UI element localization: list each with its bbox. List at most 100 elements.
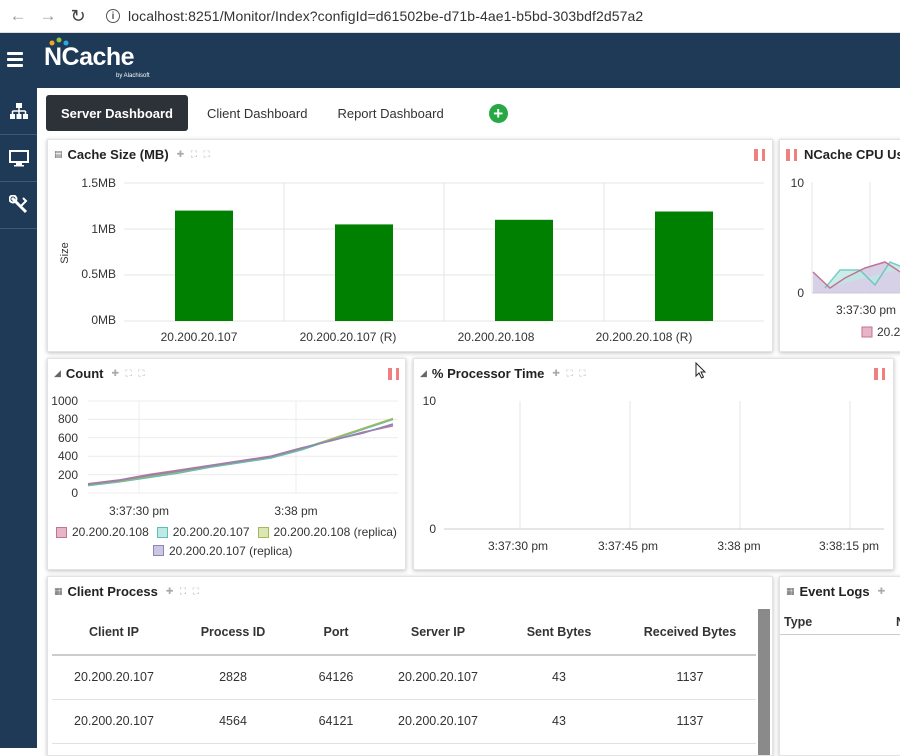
bar[interactable] (335, 224, 393, 321)
column-header[interactable]: Port (290, 610, 382, 656)
legend-item[interactable]: 20.200.20.108 (replica) (257, 525, 397, 539)
cpu-usage-panel: NCache CPU Usa 10 0 3:37:30 pm 20.2 (779, 139, 900, 352)
panel-controls-icon[interactable]: ✚ (877, 586, 888, 596)
column-header[interactable]: Type (784, 615, 813, 629)
column-header[interactable]: Client IP (52, 610, 176, 656)
x-tick: 3:37:30 pm (109, 504, 169, 518)
panel-controls-icon[interactable]: ✚ ⛶ ⛶ (552, 368, 588, 378)
event-logs-header: Type N (780, 609, 900, 635)
client-process-table: Client IP Process ID Port Server IP Sent… (52, 610, 756, 744)
dashboard-tabs: Server Dashboard Client Dashboard Report… (46, 95, 508, 131)
cpu-series-line (812, 261, 900, 289)
y-tick: 0 (71, 486, 78, 500)
panel-controls-icon[interactable]: ✚ ⛶ ⛶ (176, 149, 212, 159)
hamburger-menu-icon[interactable] (7, 52, 23, 67)
legend-item[interactable]: 20.200.20.107 (156, 525, 250, 539)
table-cell: 64121 (290, 699, 382, 744)
legend-item[interactable]: 20.200.20.108 (56, 525, 149, 539)
pause-icon[interactable] (786, 148, 797, 161)
sidebar (0, 88, 37, 748)
bar[interactable] (175, 210, 233, 321)
table-cell: 20.200.20.107 (382, 655, 494, 700)
y-tick: 10 (423, 394, 437, 408)
x-tick: 3:38 pm (717, 539, 760, 553)
event-logs-panel: ▦ Event Logs ✚ Type N (779, 576, 900, 756)
bar-chart-icon: ▤ (54, 149, 63, 159)
bar[interactable] (655, 211, 713, 321)
table-icon: ▦ (54, 586, 63, 596)
pause-icon[interactable] (388, 368, 399, 380)
panel-title: Event Logs (799, 584, 870, 599)
browser-toolbar: ← → ↻ i localhost:8251/Monitor/Index?con… (0, 0, 900, 33)
x-tick: 3:38 pm (274, 504, 317, 518)
table-cell: 2828 (176, 655, 290, 700)
cpu-series-line (824, 261, 900, 289)
table-row[interactable]: 20.200.20.107 2828 64126 20.200.20.107 4… (52, 655, 756, 700)
pause-icon[interactable] (874, 368, 885, 380)
table-row[interactable]: 20.200.20.107 4564 64121 20.200.20.107 4… (52, 699, 756, 744)
x-tick: 3:37:45 pm (598, 539, 658, 553)
forward-arrow-icon[interactable]: → (39, 6, 57, 25)
sidebar-item-tools[interactable] (0, 182, 37, 229)
add-dashboard-icon[interactable]: + (488, 103, 508, 123)
table-scrollbar[interactable] (758, 609, 770, 755)
y-tick: 0MB (91, 313, 116, 327)
panel-title: % Processor Time (431, 366, 545, 381)
column-header[interactable]: Server IP (382, 610, 494, 656)
y-tick: 800 (58, 412, 78, 426)
column-header[interactable]: N (896, 615, 900, 629)
area-chart-icon: ◢ (54, 368, 61, 378)
processor-time-panel: ◢ % Processor Time ✚ ⛶ ⛶ 10 0 3:37:30 pm… (413, 358, 894, 570)
logo-mark-icon (49, 37, 69, 46)
panel-title: Cache Size (MB) (67, 147, 169, 162)
x-tick: 3:37:30 pm (488, 539, 548, 553)
cache-size-panel: ▤ Cache Size (MB) ✚ ⛶ ⛶ 1.5MB 1MB 0.5MB … (47, 139, 773, 352)
table-cell: 20.200.20.107 (382, 699, 494, 744)
legend-item[interactable]: 20.200.20.107 (replica) (153, 544, 292, 558)
tab-client-dashboard[interactable]: Client Dashboard (207, 105, 308, 121)
ncache-logo: NCache by Alachisoft (44, 37, 150, 79)
panel-controls-icon[interactable]: ✚ ⛶ ⛶ (111, 368, 147, 378)
address-bar[interactable]: localhost:8251/Monitor/Index?configId=d6… (128, 8, 644, 24)
tools-icon (8, 195, 27, 214)
sidebar-item-topology[interactable] (0, 88, 37, 135)
panel-controls-icon[interactable]: ✚ ⛶ ⛶ (165, 586, 201, 596)
processor-time-chart: 10 0 3:37:30 pm 3:37:45 pm 3:38 pm 3:38:… (423, 394, 884, 553)
area-chart-icon: ◢ (420, 368, 427, 378)
table-cell: 20.200.20.107 (52, 655, 176, 700)
tab-server-dashboard[interactable]: Server Dashboard (46, 95, 188, 131)
y-tick: 0.5MB (81, 267, 116, 281)
y-axis-label: Size (59, 242, 71, 263)
series-line (87, 423, 394, 486)
x-tick: 20.200.20.107 (161, 330, 238, 344)
logo-text: NCache (44, 43, 135, 71)
panel-title: Client Process (67, 584, 158, 599)
cpu-usage-chart: 10 0 3:37:30 pm 20.2 (791, 176, 900, 339)
x-tick: 20.200.20.108 (R) (596, 330, 693, 344)
pause-icon[interactable] (754, 149, 765, 161)
y-tick: 400 (58, 449, 78, 463)
table-cell: 43 (494, 655, 624, 700)
count-legend: 20.200.20.108 20.200.20.107 20.200.20.108 … (56, 525, 405, 559)
y-tick: 1.5MB (81, 176, 116, 190)
sidebar-item-monitor[interactable] (0, 135, 37, 182)
legend-swatch (861, 326, 873, 338)
column-header[interactable]: Received Bytes (624, 610, 756, 656)
count-panel: ◢ Count ✚ ⛶ ⛶ 1000 800 600 400 200 0 3:3… (47, 358, 406, 570)
column-header[interactable]: Process ID (176, 610, 290, 656)
x-tick: 20.200.20.107 (R) (300, 330, 397, 344)
table-cell: 1137 (624, 699, 756, 744)
back-arrow-icon[interactable]: ← (9, 6, 27, 25)
topology-icon (9, 103, 28, 119)
panel-title: NCache CPU Usa (804, 147, 900, 162)
panel-title: Count (65, 366, 104, 381)
reload-icon[interactable]: ↻ (70, 5, 86, 26)
legend-label: 20.2 (877, 325, 900, 339)
client-process-panel: ▦ Client Process ✚ ⛶ ⛶ Client IP Process… (47, 576, 773, 756)
tab-report-dashboard[interactable]: Report Dashboard (337, 105, 444, 121)
info-icon[interactable]: i (106, 9, 120, 23)
bar[interactable] (495, 219, 553, 321)
column-header[interactable]: Sent Bytes (494, 610, 624, 656)
series-line (87, 418, 394, 487)
y-tick: 10 (791, 176, 805, 190)
